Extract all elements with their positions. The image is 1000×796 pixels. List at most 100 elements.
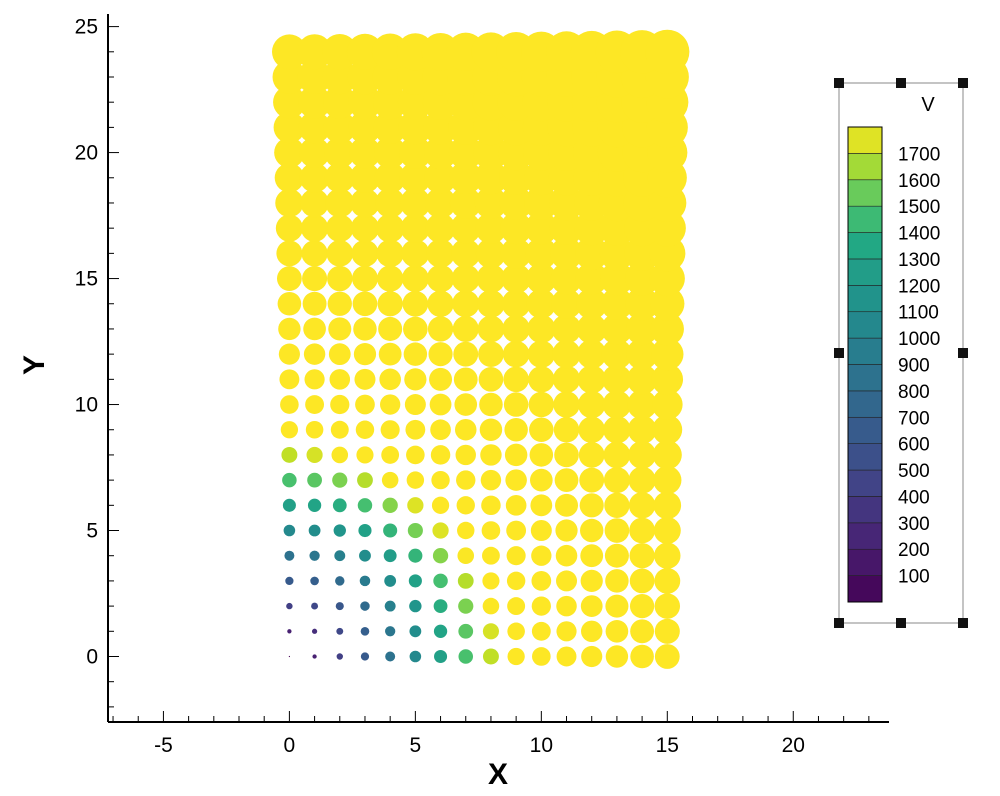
data-point [383,523,398,538]
y-tick-label: 15 [75,268,98,291]
data-point [303,317,326,341]
data-point [385,651,396,662]
data-point [374,136,407,169]
data-point [372,85,408,120]
data-point [628,492,656,519]
y-tick-label: 0 [86,645,98,668]
colorbar-band [847,469,883,497]
legend-title: V [921,94,935,116]
data-point [324,136,356,169]
data-point [347,59,383,95]
data-point [399,136,432,169]
data-point [654,593,681,619]
data-point [399,161,432,194]
data-point [283,524,296,537]
data-point [651,363,684,396]
data-point [404,394,426,416]
colorbar-band [847,496,883,524]
data-point [603,415,631,444]
data-point [473,109,509,146]
data-point [579,493,604,518]
resize-handle[interactable] [834,78,844,88]
colorbar-band [847,548,883,576]
data-point [529,417,554,442]
data-point [374,162,406,194]
data-point [482,572,500,590]
resize-handle[interactable] [958,348,968,358]
colorbar-band [847,285,883,313]
data-point [529,443,554,467]
data-point [573,185,610,221]
data-point [552,365,581,394]
data-point [331,446,349,464]
data-point [424,161,457,194]
data-point [457,573,474,589]
resize-handle[interactable] [896,78,906,88]
data-point [299,137,330,168]
resize-handle[interactable] [896,618,906,628]
data-point [328,343,351,366]
colorbar-label: 100 [898,567,930,588]
data-point [604,518,630,543]
data-point [425,187,457,219]
data-point [627,415,657,445]
data-point [645,29,690,74]
data-point [530,494,553,517]
data-point [457,547,475,564]
data-point [626,338,658,370]
data-point [275,188,304,218]
data-point [275,214,303,242]
resize-handle[interactable] [958,78,968,88]
data-point [360,626,370,636]
data-point [476,289,505,318]
colorbar-legend[interactable]: V 100 200 300 400 500 600 700 800 900 1000 1100 120… [834,78,968,628]
data-point [527,340,556,368]
data-point [397,58,434,95]
data-point [433,599,448,613]
resize-handle[interactable] [834,618,844,628]
data-point [400,213,431,243]
data-point [601,338,633,370]
colorbar-label: 400 [898,487,930,508]
data-point [603,441,631,469]
data-point [406,445,425,465]
data-point [507,647,525,666]
resize-handle[interactable] [958,618,968,628]
data-point [581,620,603,643]
data-point [298,85,332,119]
data-point [288,655,290,658]
data-point [349,136,381,169]
data-point [327,291,352,316]
data-point [357,472,373,489]
data-point [332,498,347,513]
data-point [448,109,484,145]
data-point [407,497,424,514]
data-point [330,394,350,415]
data-point [551,288,582,319]
data-point [378,342,402,366]
data-point [281,446,298,463]
data-point [422,84,459,120]
x-tick-label: -5 [154,734,173,757]
data-point [405,419,426,440]
colorbar-label: 200 [898,540,930,561]
resize-handle[interactable] [834,348,844,358]
data-point [577,390,606,419]
data-point [532,647,551,666]
data-point [506,571,526,591]
data-point [427,316,454,342]
data-point [603,467,630,494]
data-point [577,365,606,394]
data-point [408,548,423,563]
data-point [330,420,349,439]
data-point [626,364,658,395]
data-point [649,260,685,297]
legend-resize-handles[interactable] [834,78,968,628]
colorbar-band [847,364,883,392]
data-point [653,465,682,495]
data-point [328,317,352,341]
y-tick-label: 10 [75,394,98,417]
data-point [336,627,344,635]
data-point [624,261,660,296]
